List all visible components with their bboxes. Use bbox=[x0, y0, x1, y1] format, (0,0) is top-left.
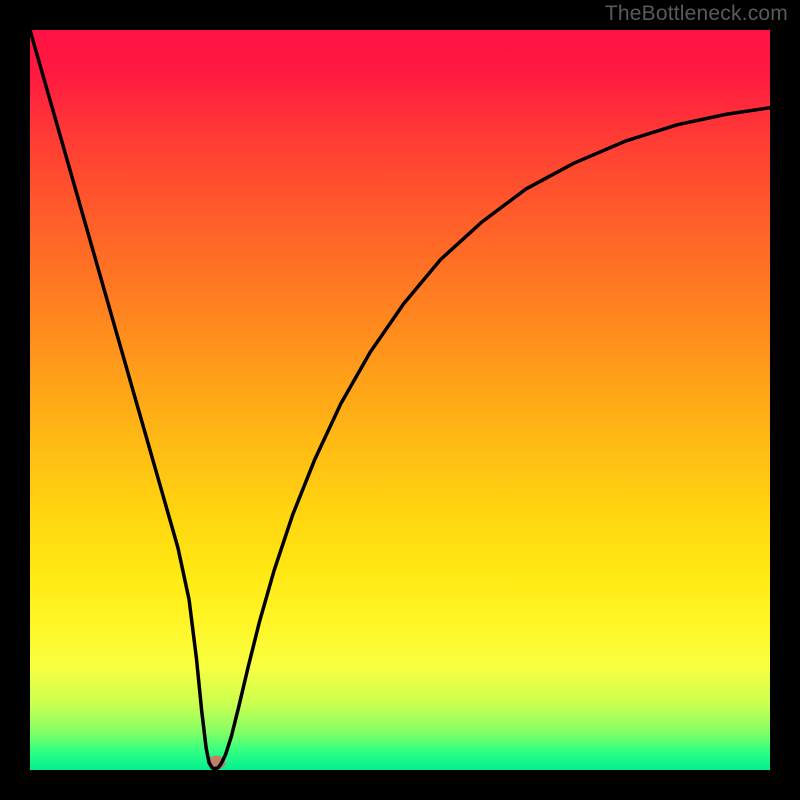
chart-plot-area bbox=[30, 30, 770, 770]
bottleneck-chart bbox=[0, 0, 800, 800]
chart-frame: TheBottleneck.com bbox=[0, 0, 800, 800]
watermark-text: TheBottleneck.com bbox=[605, 2, 788, 26]
